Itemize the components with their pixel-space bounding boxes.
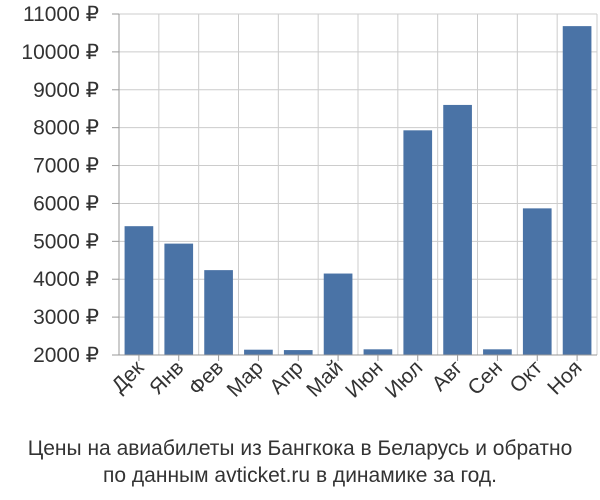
y-tick-label: 6000 ₽ [33,192,99,215]
chart-caption-line-2: по данным avticket.ru в динамике за год. [103,464,497,487]
bar-2 [164,243,194,355]
y-tick-label: 9000 ₽ [33,79,99,102]
y-tick-label: 5000 ₽ [33,230,99,253]
x-tick-label: Май [302,356,347,401]
y-tick-label: 11000 ₽ [23,3,99,26]
x-tick-label: Мар [223,356,268,401]
bar-1 [124,226,154,355]
y-tick-label: 3000 ₽ [33,306,99,329]
y-tick-label: 2000 ₽ [33,344,99,367]
x-tick-label: Окт [505,356,547,398]
y-axis-ticks: 2000 ₽ 3000 ₽ 4000 ₽ 5000 ₽ 6000 ₽ 7000 ₽ 8000… [21,3,119,367]
x-tick-label: Дек [107,356,149,398]
x-tick-label: Сен [463,356,506,399]
bar-10 [483,349,512,355]
bar-8 [403,130,433,355]
y-tick-label: 7000 ₽ [33,155,99,178]
bar-6 [323,273,353,355]
x-tick-label: Авг [428,356,468,396]
axes [118,14,597,356]
y-tick-label: 10000 ₽ [21,41,99,64]
bar-3 [204,270,233,355]
bar-11 [522,208,552,355]
bar-7 [363,349,393,355]
x-tick-label: Апр [265,356,307,398]
bar-9 [443,104,472,355]
x-tick-label: Фев [184,356,228,400]
y-tick-label: 4000 ₽ [33,268,99,291]
bars [124,26,592,355]
x-tick-label: Янв [145,356,188,399]
x-tick-label: Июл [381,356,427,402]
bar-4 [244,349,273,355]
x-tick-label: Ноя [543,356,586,399]
bar-5 [283,350,313,355]
x-tick-label: Июн [341,356,387,402]
y-tick-label: 8000 ₽ [33,117,99,140]
chart-caption-line-1: Цены на авиабилеты из Бангкока в Беларус… [28,437,573,460]
bar-12 [562,26,592,355]
